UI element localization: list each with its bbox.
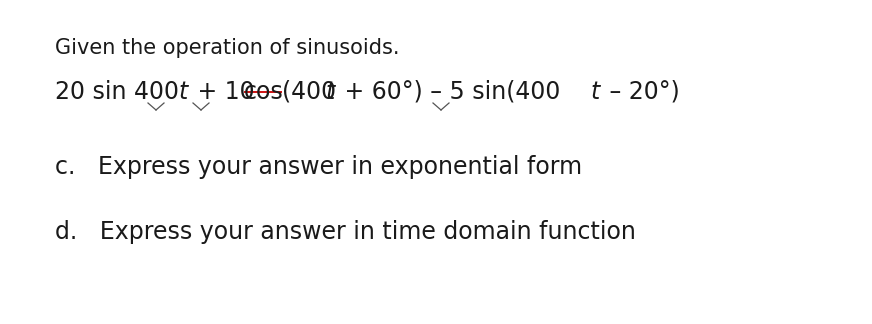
Text: d.   Express your answer in time domain function: d. Express your answer in time domain fu… — [55, 220, 636, 244]
Text: t: t — [325, 80, 334, 104]
Text: c.   Express your answer in exponential form: c. Express your answer in exponential fo… — [55, 155, 582, 179]
Text: (400: (400 — [282, 80, 336, 104]
Text: + 60°) – 5 sin(400: + 60°) – 5 sin(400 — [337, 80, 561, 104]
Text: cos: cos — [244, 80, 283, 104]
Text: Given the operation of sinusoids.: Given the operation of sinusoids. — [55, 38, 399, 58]
Text: 20 sin 400: 20 sin 400 — [55, 80, 179, 104]
Text: + 10: + 10 — [190, 80, 262, 104]
Text: t: t — [590, 80, 599, 104]
Text: – 20°): – 20°) — [602, 80, 680, 104]
Text: t: t — [178, 80, 187, 104]
